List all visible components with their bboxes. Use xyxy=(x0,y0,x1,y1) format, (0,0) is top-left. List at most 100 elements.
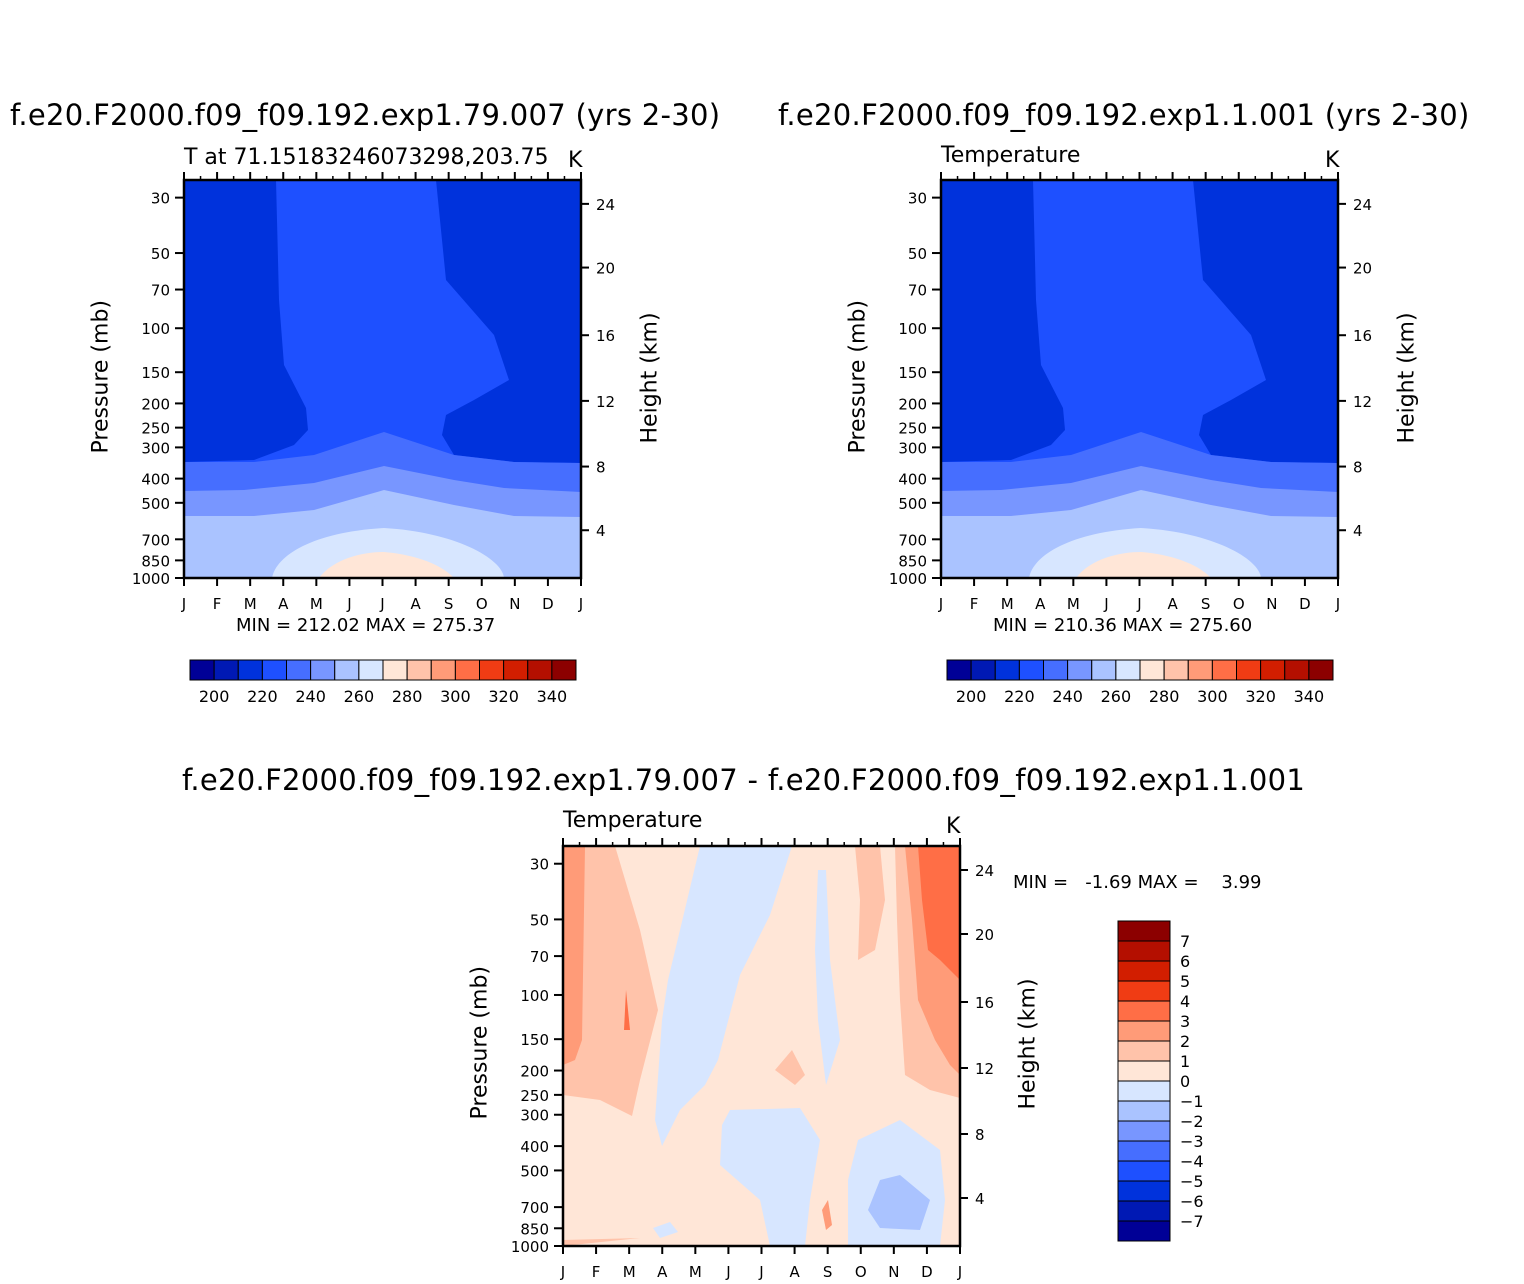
panel-2-colorbar-swatch xyxy=(1187,659,1213,681)
panel-1-ytick-label: 850 xyxy=(141,552,170,570)
panel-1-xtick-label: S xyxy=(444,595,454,613)
panel-1-colorbar-label: 200 xyxy=(199,687,230,706)
panel-3-ytick-right-label: 20 xyxy=(975,926,994,944)
panel-2-colorbar-swatch xyxy=(1018,659,1044,681)
panel-3-xtick-label: J xyxy=(560,1263,565,1281)
panel-1-xtick-label: N xyxy=(509,595,520,613)
panel-2-ytick-label: 300 xyxy=(898,439,927,457)
panel-2-colorbar-label: 340 xyxy=(1294,687,1325,706)
panel-3-ytick-right-label: 4 xyxy=(975,1190,985,1208)
panel-2-xtick-label: J xyxy=(1335,595,1340,613)
panel-1-colorbar-swatch xyxy=(358,659,384,681)
panel-1-ytick-label: 250 xyxy=(141,420,170,438)
panel-3-colorbar-label: 0 xyxy=(1180,1072,1190,1091)
panel-3-colorbar-swatch xyxy=(1117,1020,1171,1042)
panel-3-ytick-label: 700 xyxy=(520,1199,549,1217)
axes-layer: J F M A M J J A S O N D J305070100150200250300400500… xyxy=(132,172,1372,1281)
panel-3-xtick-label: M xyxy=(623,1263,636,1281)
panel-1-xtick-label: D xyxy=(542,595,554,613)
panel-1-ytick-label: 1000 xyxy=(132,570,170,588)
panel-3-xtick-label: A xyxy=(789,1263,800,1281)
panel-2-ytick-label: 150 xyxy=(898,364,927,382)
panel-3-ytick-label: 30 xyxy=(530,856,549,874)
panel-1-xtick-label: J xyxy=(379,595,384,613)
panel-1-colorbar-swatch xyxy=(527,659,553,681)
panel-2-colorbar-label: 260 xyxy=(1101,687,1132,706)
panel-2-colorbar-swatch xyxy=(1308,659,1334,681)
panel-3-xtick-label: N xyxy=(888,1263,899,1281)
panel-1-colorbar-swatch xyxy=(310,659,336,681)
panel-2-colorbar-label: 200 xyxy=(956,687,987,706)
panel-3-ytick-label: 250 xyxy=(520,1087,549,1105)
panel-2-xtick-label: M xyxy=(1001,595,1014,613)
panel-2-ytick-label: 50 xyxy=(908,245,927,263)
panel-1-contour-field xyxy=(184,180,581,578)
panel-2-ytick-label: 400 xyxy=(898,471,927,489)
panel-2-xtick-label: S xyxy=(1201,595,1211,613)
panel-2-ytick-right-label: 20 xyxy=(1353,260,1372,278)
panel-2-ytick-right-label: 16 xyxy=(1353,327,1372,345)
panel-2-colorbar-swatch xyxy=(1284,659,1310,681)
panel-1-ytick-label: 70 xyxy=(151,282,170,300)
panel-2-ytick-label: 250 xyxy=(898,420,927,438)
panel-3-colorbar-swatch xyxy=(1117,1000,1171,1022)
panel-1-ytick-label: 200 xyxy=(141,395,170,413)
panel-3-colorbar-label: −5 xyxy=(1180,1172,1204,1191)
panel-3-colorbar-label: 7 xyxy=(1180,932,1190,951)
panel-1-xtick-label: M xyxy=(244,595,257,613)
panel-1-colorbar-label: 320 xyxy=(488,687,519,706)
panel-2-colorbar-swatch xyxy=(1236,659,1262,681)
panel-1-xtick-label: M xyxy=(310,595,323,613)
panel-3-ytick-right-label: 12 xyxy=(975,1060,994,1078)
panel-1-colorbar-swatch xyxy=(382,659,408,681)
panel-3-xtick-label: M xyxy=(689,1263,702,1281)
panel-1-ytick-right-label: 4 xyxy=(596,522,606,540)
panel-1-colorbar-swatch xyxy=(406,659,432,681)
panel-3-colorbar-label: 1 xyxy=(1180,1052,1190,1071)
panel-3-colorbar-label: −6 xyxy=(1180,1192,1204,1211)
panel-3-minmax: MIN = -1.69 MAX = 3.99 xyxy=(1013,872,1262,893)
panel-2-ytick-label: 850 xyxy=(898,552,927,570)
panel-3-title: f.e20.F2000.f09_f09.192.exp1.79.007 - f.… xyxy=(182,763,1306,797)
panel-2-ytick-right-label: 4 xyxy=(1353,522,1363,540)
panel-1-colorbar-label: 280 xyxy=(392,687,423,706)
panel-3-colorbar-swatch xyxy=(1117,920,1171,942)
panel-1-colorbar-swatch xyxy=(261,659,287,681)
panel-2-colorbar-label: 220 xyxy=(1004,687,1035,706)
panel-2-colorbar-swatch xyxy=(1115,659,1141,681)
panel-2-colorbar-swatch xyxy=(946,659,972,681)
panel-2-ytick-right-label: 12 xyxy=(1353,393,1372,411)
panel-1-colorbar-swatch xyxy=(189,659,215,681)
panel-3-ytick-right-label: 16 xyxy=(975,994,994,1012)
panel-3-colorbar-swatch xyxy=(1117,1180,1171,1202)
panel-3-colorbar-swatch xyxy=(1117,960,1171,982)
panel-1-colorbar-label: 220 xyxy=(247,687,278,706)
panel-3-ytick-right-label: 24 xyxy=(975,862,994,880)
panel-3-colorbar-label: −2 xyxy=(1180,1112,1204,1131)
panel-1-colorbar-swatch xyxy=(334,659,360,681)
panel-2-xtick-label: A xyxy=(1167,595,1178,613)
panel-2-ytick-right-label: 8 xyxy=(1353,459,1363,477)
panel-3-colorbar-label: 6 xyxy=(1180,952,1190,971)
panel-3-colorbar-label: 5 xyxy=(1180,972,1190,991)
panel-2-ytick-label: 200 xyxy=(898,395,927,413)
panel-2-colorbar-swatch xyxy=(1260,659,1286,681)
panel-3-ytick-label: 300 xyxy=(520,1107,549,1125)
panel-1-colorbar-label: 300 xyxy=(440,687,471,706)
panel-3-colorbar-swatch xyxy=(1117,1220,1171,1242)
panel-1-ytick-label: 700 xyxy=(141,531,170,549)
panel-1-units: K xyxy=(568,148,583,173)
panel-3-ytick-label: 500 xyxy=(520,1162,549,1180)
panel-2-xtick-label: O xyxy=(1233,595,1245,613)
panel-2-colorbar-swatch xyxy=(1163,659,1189,681)
panel-1-xtick-label: O xyxy=(476,595,488,613)
panel-3-ytick-label: 200 xyxy=(520,1063,549,1081)
panel-2-ytick-label: 700 xyxy=(898,531,927,549)
panel-1-colorbar-label: 340 xyxy=(537,687,568,706)
panel-2-xtick-label: J xyxy=(938,595,943,613)
panel-1-ytick-label: 300 xyxy=(141,439,170,457)
panel-3-ytick-label: 70 xyxy=(530,948,549,966)
panel-2-xtick-label: J xyxy=(1103,595,1108,613)
panel-1-title: f.e20.F2000.f09_f09.192.exp1.79.007 (yrs… xyxy=(10,98,721,132)
